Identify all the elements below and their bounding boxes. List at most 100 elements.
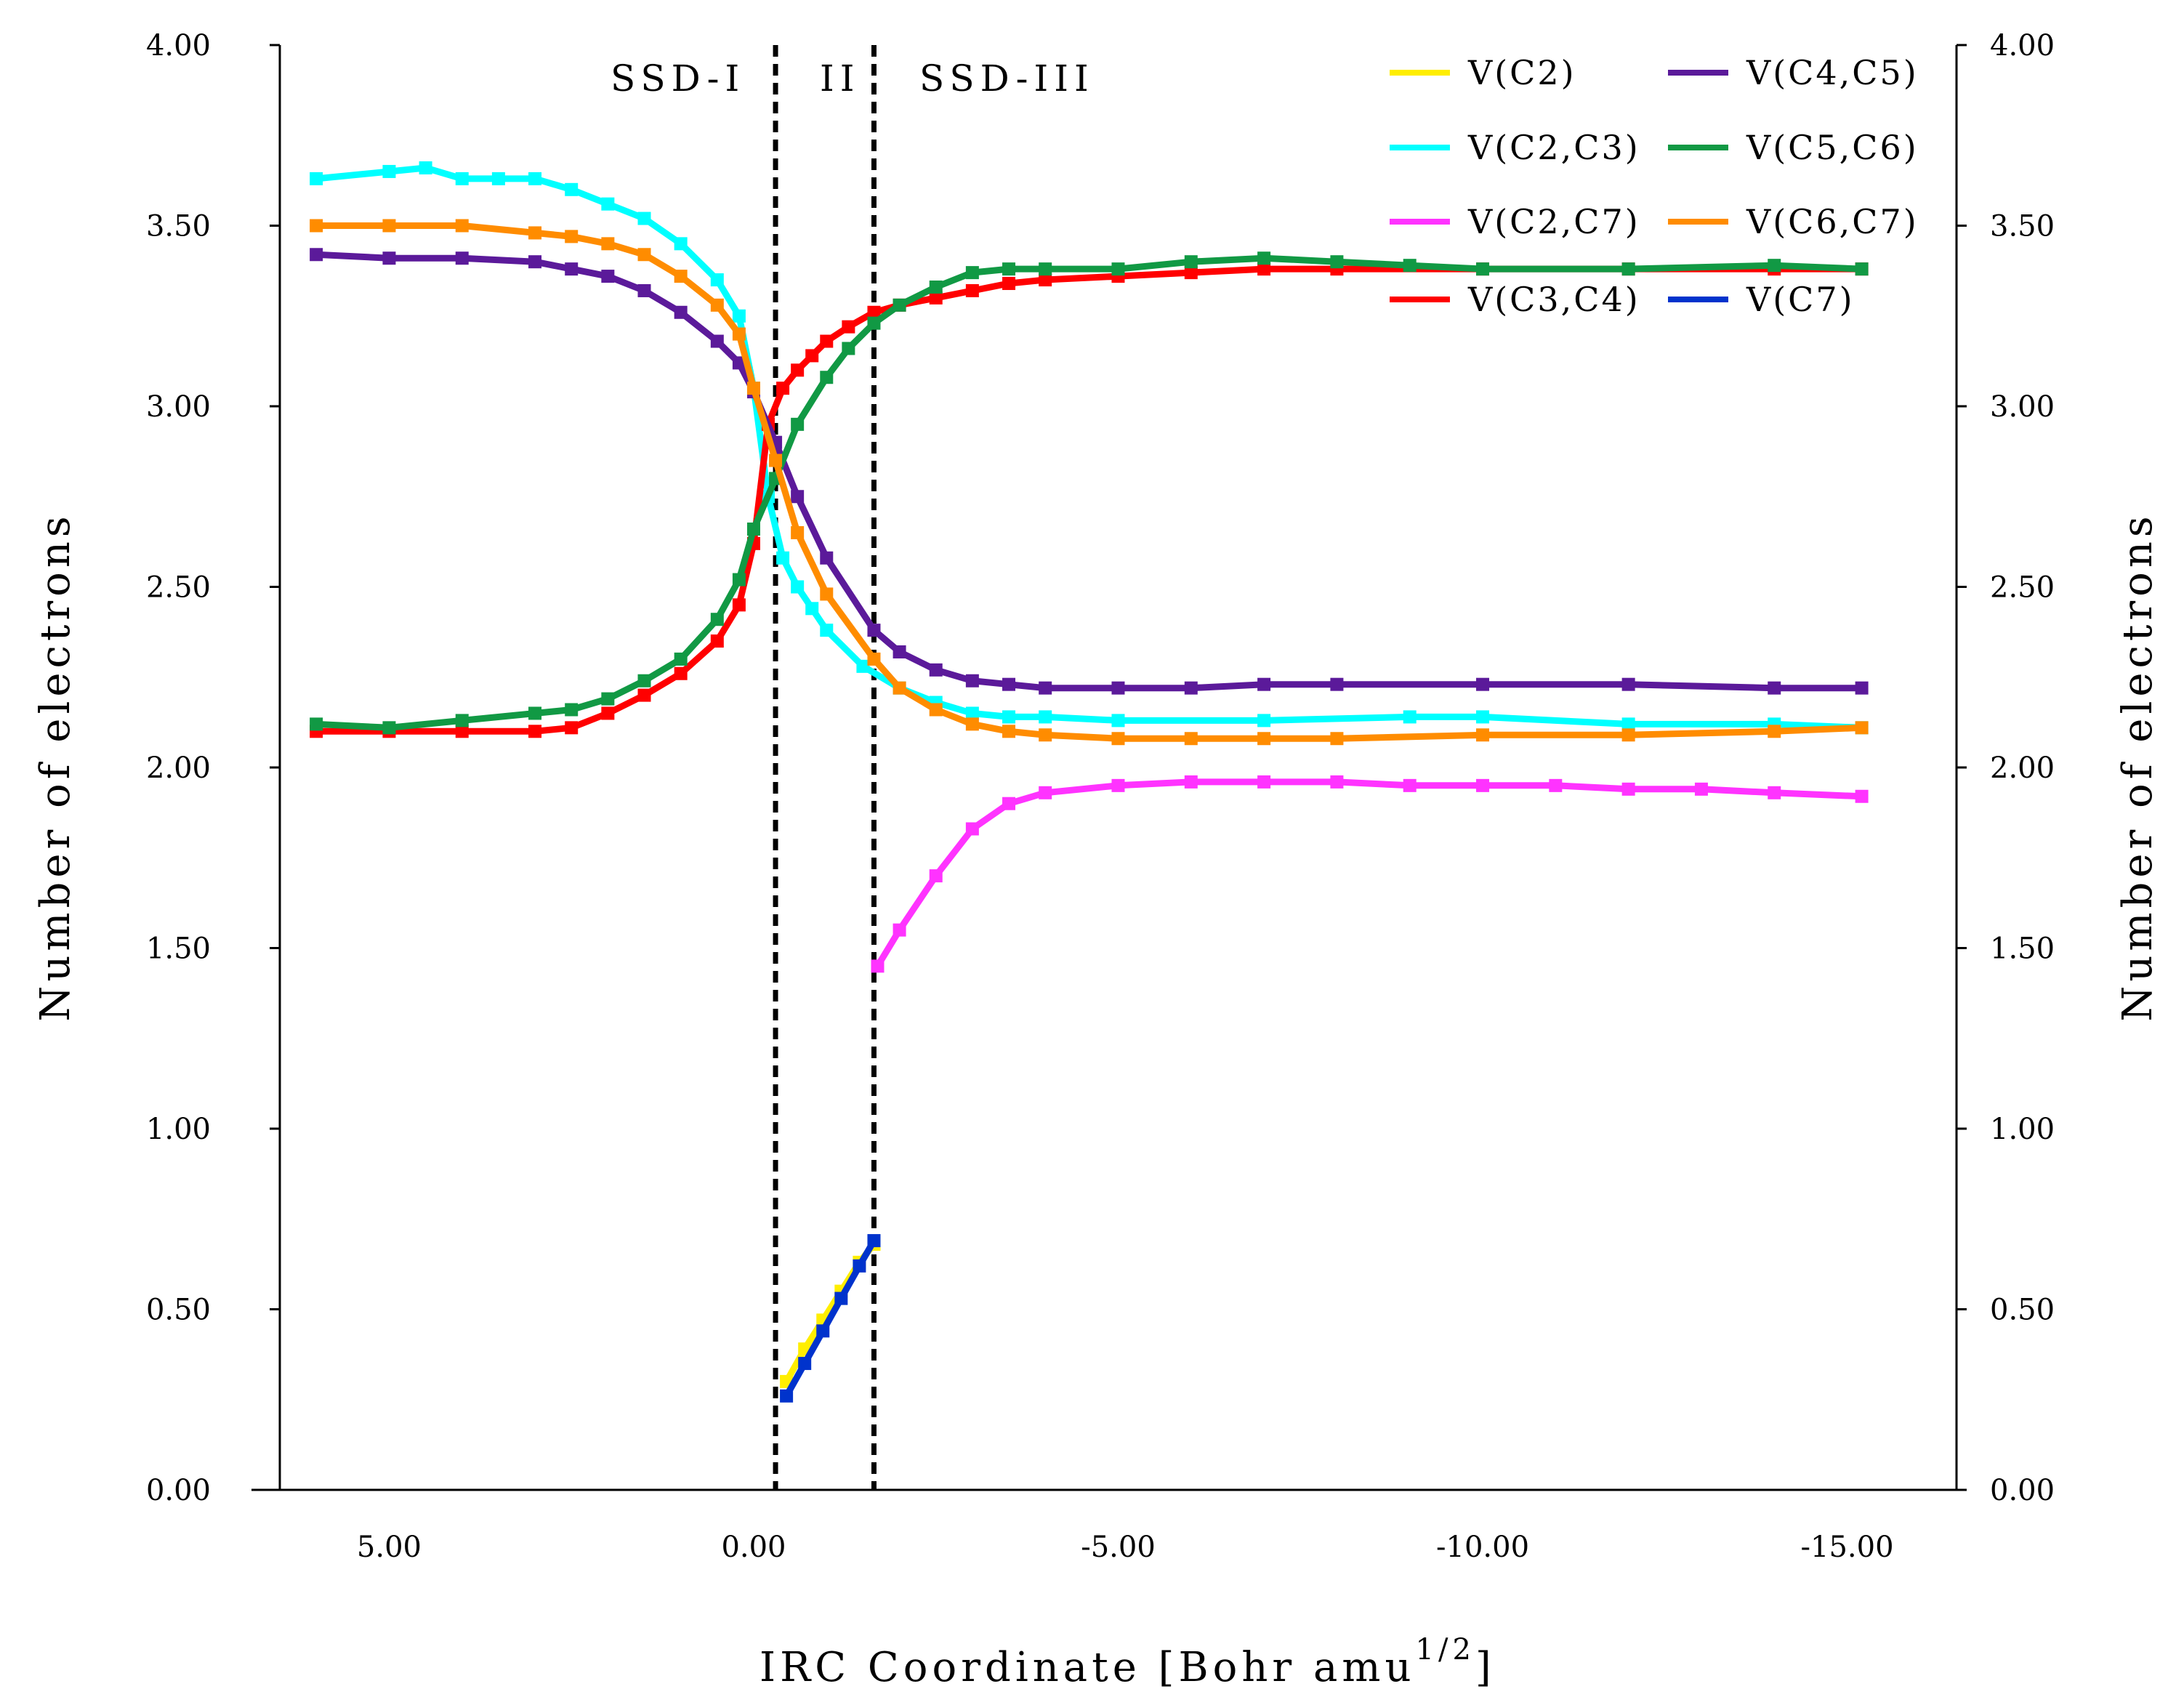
- data-point-v-c3-c4: [929, 291, 943, 305]
- data-point-v-c2-c7: [1039, 786, 1052, 799]
- legend-label-v-c6-c7: V(C6,C7): [1746, 202, 1919, 241]
- data-point-v-c6-c7: [791, 525, 805, 539]
- data-point-v-c2-c3: [1403, 710, 1417, 724]
- data-point-v-c4-c5: [1002, 677, 1016, 691]
- series-line-v-c2-c7: [874, 778, 1862, 968]
- data-point-v-c2-c7: [1476, 778, 1490, 792]
- data-point-v-c4-c5: [637, 283, 651, 297]
- data-point-v-c2-c7: [1768, 786, 1781, 799]
- x-tick-label: 5.00: [357, 1531, 422, 1564]
- data-point-v-c2-c3: [1039, 710, 1052, 724]
- x-tick-label: -10.00: [1436, 1531, 1529, 1564]
- data-point-v-c2-c3: [805, 602, 819, 616]
- data-point-v-c6-c7: [1257, 732, 1271, 746]
- data-point-v-c5-c6: [382, 721, 396, 735]
- data-point-v-c3-c4: [637, 688, 651, 702]
- data-point-v-c2-c3: [1476, 710, 1490, 724]
- legend-label-v-c4-c5: V(C4,C5): [1746, 53, 1919, 92]
- y-tick-label-right: 2.00: [1990, 751, 2055, 785]
- data-point-v-c5-c6: [674, 652, 688, 666]
- data-point-v-c4-c5: [965, 674, 979, 688]
- y-tick-label-left: 4.00: [146, 29, 211, 63]
- data-point-v-c2-c3: [820, 624, 834, 637]
- data-point-v-c5-c6: [310, 717, 323, 731]
- data-point-v-c5-c6: [791, 417, 805, 431]
- data-point-v-c6-c7: [1002, 725, 1016, 738]
- data-point-v-c2-c3: [637, 211, 651, 225]
- series-line-v-c6-c7: [316, 222, 1862, 742]
- data-point-v-c4-c5: [867, 624, 881, 637]
- data-point-v-c6-c7: [820, 587, 834, 601]
- data-point-v-c5-c6: [710, 613, 724, 626]
- data-point-v-c3-c4: [732, 598, 746, 612]
- data-point-v-c2-c7: [1184, 775, 1198, 789]
- data-point-v-c2-c3: [674, 237, 688, 251]
- data-point-v-c6-c7: [867, 652, 881, 666]
- data-point-v-c3-c4: [1002, 277, 1016, 291]
- data-point-v-c6-c7: [1330, 732, 1344, 746]
- data-point-v-c5-c6: [842, 342, 855, 355]
- data-point-v-c4-c5: [528, 255, 542, 269]
- data-point-v-c6-c7: [929, 703, 943, 717]
- data-point-v-c2-c7: [1855, 789, 1869, 803]
- data-point-v-c4-c5: [382, 251, 396, 265]
- data-point-v-c2-c7: [1549, 778, 1563, 792]
- data-point-v-c2-c7: [1403, 778, 1417, 792]
- data-point-v-c5-c6: [892, 298, 906, 312]
- data-point-v-c2-c7: [1694, 782, 1708, 796]
- series-layer: [310, 161, 1869, 1403]
- data-point-v-c2-c7: [892, 923, 906, 937]
- data-point-v-c5-c6: [637, 674, 651, 688]
- legend-label-v-c2-c3: V(C2,C3): [1467, 128, 1640, 167]
- data-point-v-c3-c4: [565, 721, 579, 735]
- data-point-v-c2-c3: [382, 164, 396, 178]
- y-tick-label-right: 0.50: [1990, 1294, 2055, 1327]
- data-point-v-c2-c3: [565, 182, 579, 196]
- data-point-v-c5-c6: [965, 266, 979, 280]
- data-point-v-c5-c6: [1768, 259, 1781, 273]
- series-line-v-c5-c6: [315, 254, 1862, 731]
- legend-label-v-c3-c4: V(C3,C4): [1467, 280, 1640, 319]
- data-point-v-c4-c5: [601, 270, 615, 283]
- data-point-v-c4-c5: [565, 262, 579, 276]
- data-point-v-c6-c7: [1621, 728, 1635, 742]
- data-point-v-c2-c7: [929, 869, 943, 883]
- data-point-v-c6-c7: [710, 298, 724, 312]
- y-tick-label-right: 3.00: [1990, 390, 2055, 424]
- data-point-v-c3-c4: [776, 382, 790, 395]
- x-axis-title-superscript: 1/2: [1416, 1633, 1475, 1666]
- x-tick-label: 0.00: [721, 1531, 786, 1564]
- data-point-v-c2-c7: [871, 959, 885, 973]
- region-label-ssd-iii: SSD-III: [919, 57, 1095, 100]
- data-point-v-c6-c7: [965, 717, 979, 731]
- data-point-v-c7: [798, 1357, 812, 1371]
- data-point-v-c6-c7: [601, 237, 615, 251]
- y-axis-title-right: Number of electrons: [2114, 512, 2161, 1021]
- data-point-v-c4-c5: [1184, 681, 1198, 695]
- data-point-v-c5-c6: [601, 692, 615, 706]
- data-point-v-c7: [816, 1324, 830, 1338]
- y-tick-label-right: 1.00: [1990, 1113, 2055, 1146]
- data-point-v-c3-c4: [820, 334, 834, 348]
- data-point-v-c4-c5: [674, 305, 688, 319]
- data-point-v-c6-c7: [565, 230, 579, 243]
- data-point-v-c5-c6: [1403, 259, 1417, 273]
- data-point-v-c4-c5: [820, 551, 834, 565]
- y-tick-label-left: 0.50: [146, 1294, 211, 1327]
- data-point-v-c7: [853, 1259, 866, 1273]
- data-point-v-c6-c7: [1855, 721, 1869, 735]
- data-point-v-c4-c5: [791, 490, 805, 504]
- data-point-v-c6-c7: [1184, 732, 1198, 746]
- data-point-v-c2-c3: [732, 309, 746, 323]
- data-point-v-c3-c4: [1257, 262, 1271, 276]
- data-point-v-c2-c3: [965, 706, 979, 720]
- x-tick-label: -5.00: [1081, 1531, 1156, 1564]
- data-point-v-c3-c4: [1184, 266, 1198, 280]
- ticks-layer: 0.00 0.00 0.50 0.50 1.00 1.00 1.50 1.50 2.00 2.00…: [146, 29, 2055, 1564]
- data-point-v-c6-c7: [455, 219, 469, 233]
- y-tick-label-right: 2.50: [1990, 571, 2055, 605]
- data-point-v-c2-c3: [776, 551, 790, 565]
- data-point-v-c3-c4: [528, 725, 542, 738]
- data-point-v-c4-c5: [892, 645, 906, 658]
- data-point-v-c5-c6: [1855, 262, 1869, 276]
